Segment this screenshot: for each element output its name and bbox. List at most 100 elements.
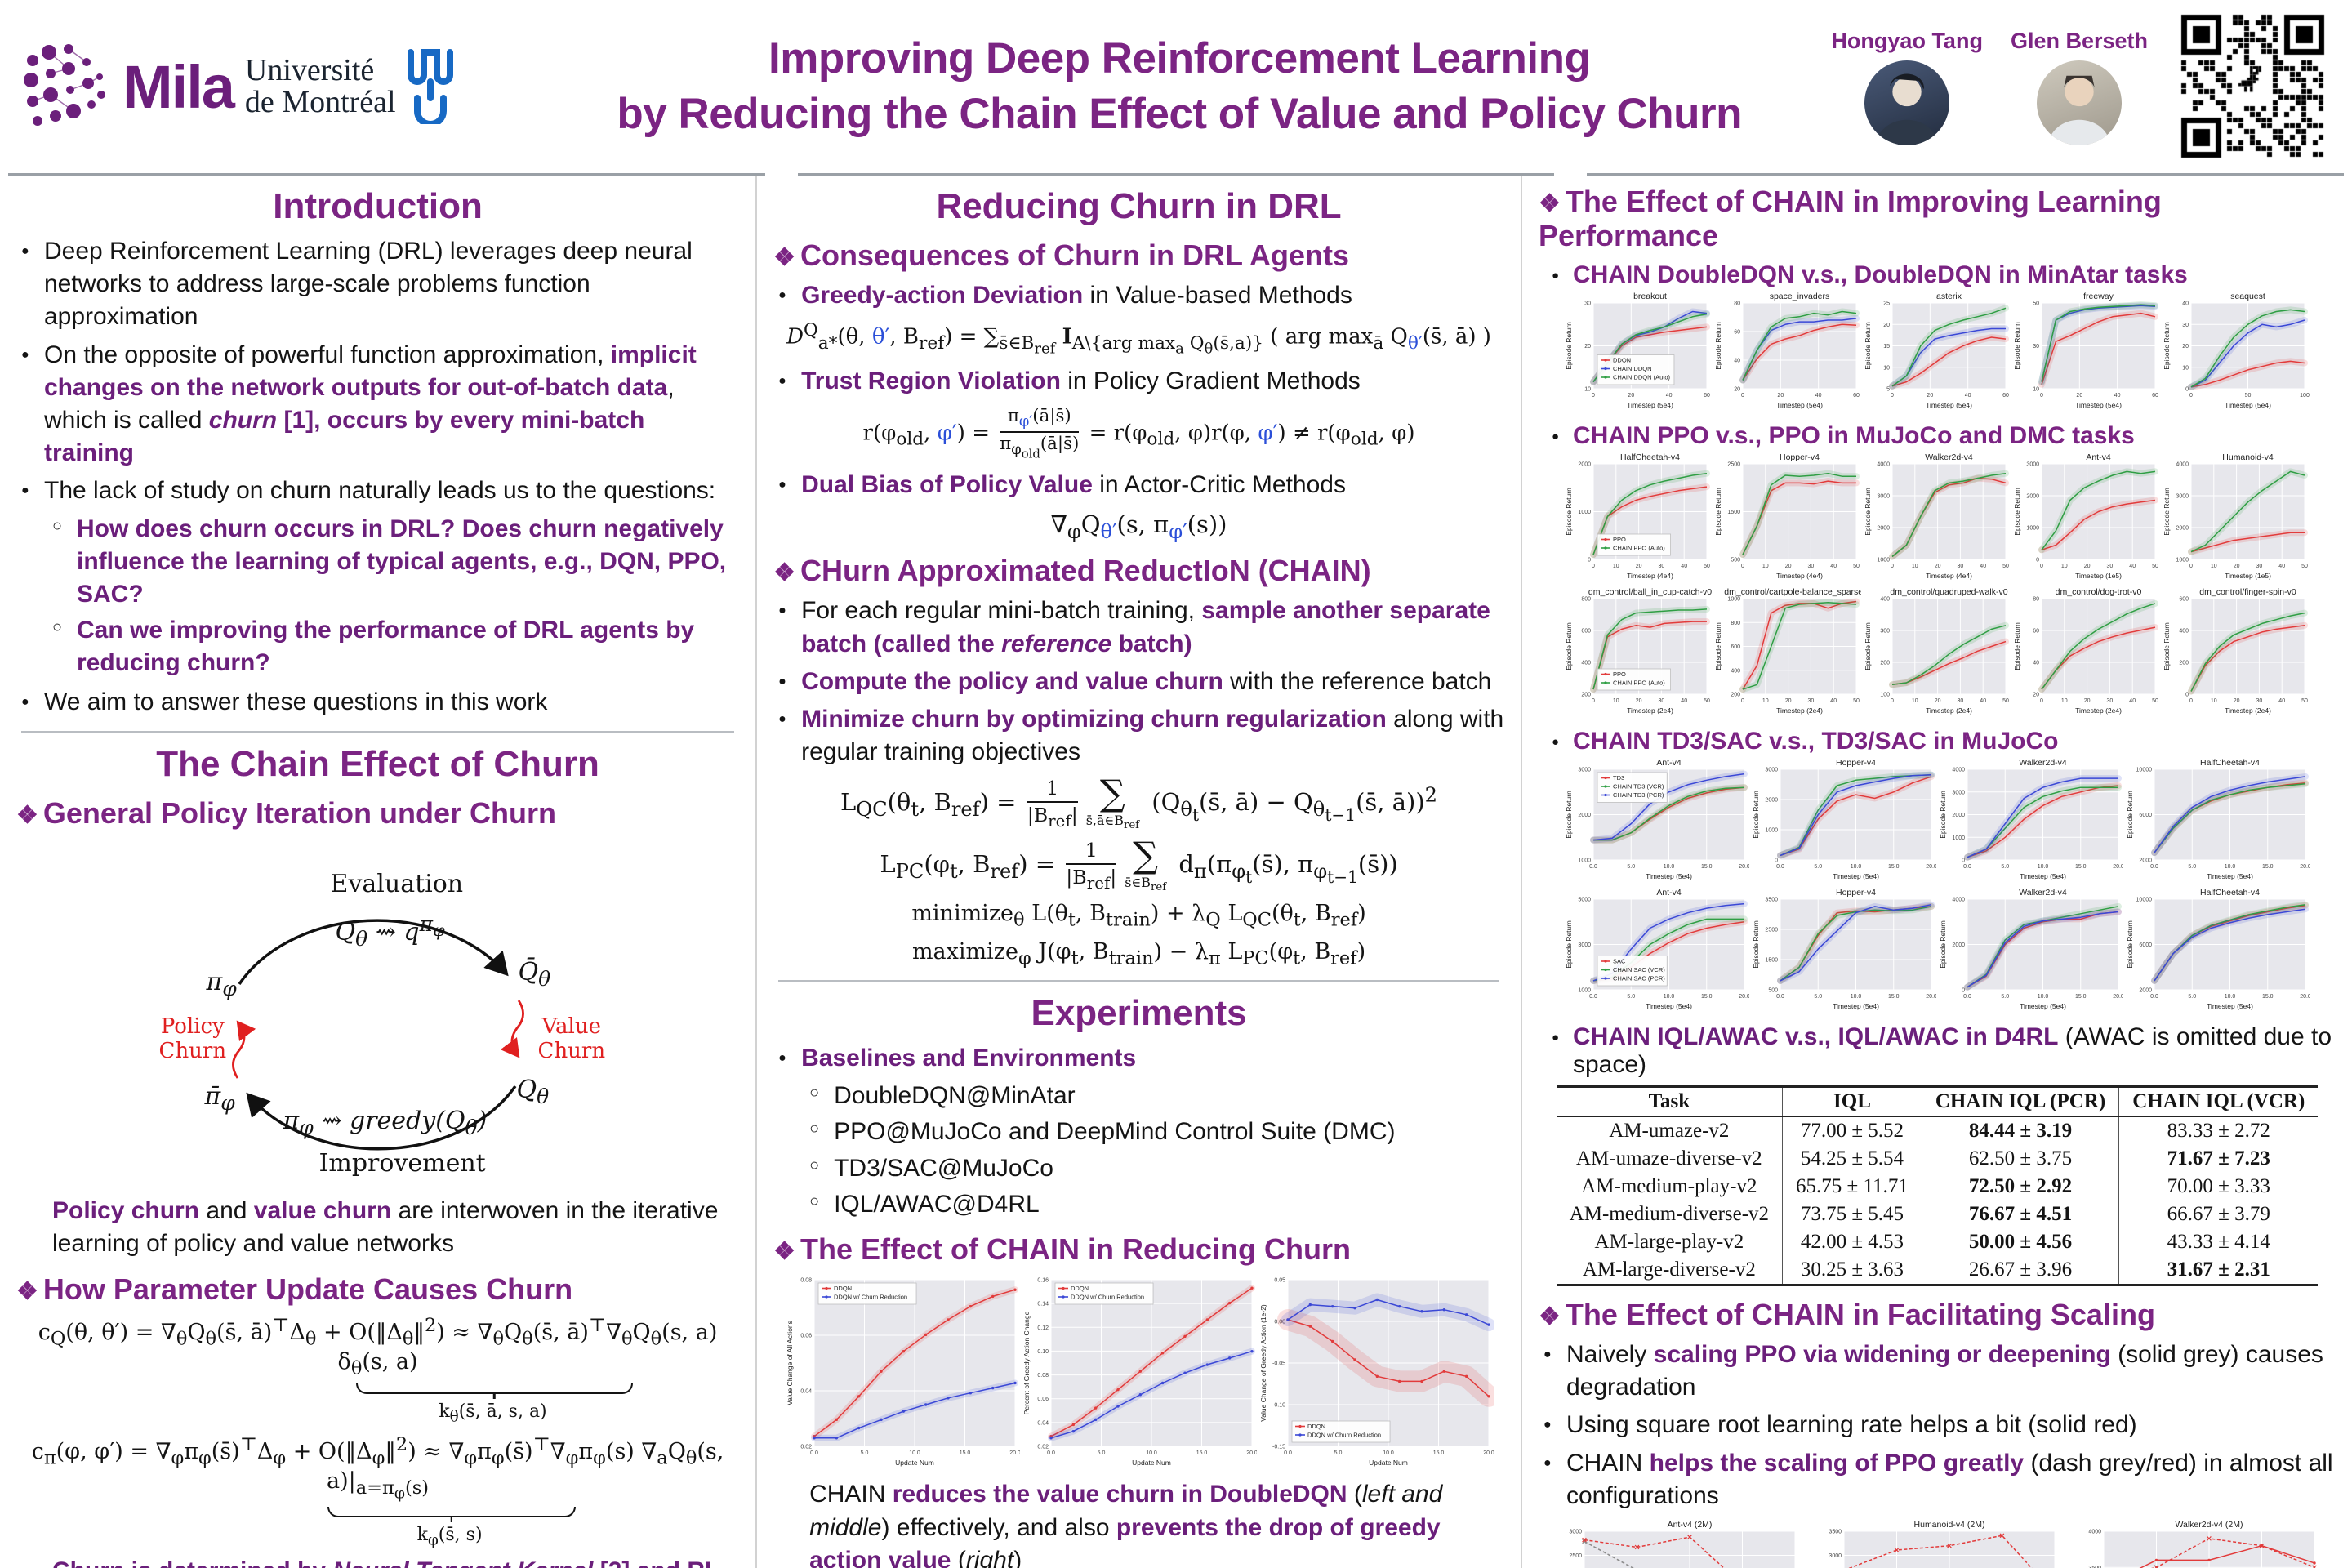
- chart-minatar-4: seaquest 0 10 20 30 40 0 50 100 Timestep (5e4) Epi…: [2162, 291, 2310, 414]
- svg-text:asterix: asterix: [1937, 292, 1963, 301]
- svg-text:20: 20: [1935, 564, 1941, 569]
- svg-text:40: 40: [1682, 698, 1688, 704]
- chart-scaling-1: Humanoid-v4 (2M)500100015002000250030003…: [1815, 1519, 2060, 1568]
- svg-text:400: 400: [1582, 661, 1592, 666]
- svg-text:Episode Return: Episode Return: [1714, 622, 1722, 670]
- gpi-improvement-label: Improvement: [318, 1148, 486, 1178]
- svg-text:2000: 2000: [2176, 526, 2189, 532]
- svg-text:10: 10: [1762, 698, 1769, 704]
- svg-text:10: 10: [2034, 387, 2040, 393]
- svg-text:4000: 4000: [1878, 462, 1891, 468]
- iql-row: AM-umaze-diverse-v2 54.25 ± 5.54 62.50 ± 3…: [1557, 1145, 2319, 1173]
- svg-text:40: 40: [2279, 698, 2286, 704]
- chart-ppo_mujoco-4: Humanoid-v4 1000 2000 3000 4000 0 10 20 30 40 50 Ti…: [2162, 452, 2310, 585]
- svg-text:10: 10: [1912, 698, 1918, 704]
- svg-text:Episode Return: Episode Return: [1939, 920, 1947, 969]
- svg-text:4000: 4000: [2176, 462, 2189, 468]
- eq-minimize: minimizeθ L(θt, Btrain) + λQ LQC(θt, Bre…: [911, 901, 1366, 931]
- svg-text:2500: 2500: [1569, 1553, 1582, 1559]
- svg-text:Hopper-v4: Hopper-v4: [1836, 888, 1876, 898]
- svg-text:10.0: 10.0: [1664, 864, 1675, 870]
- consequence-bullet-2: Trust Region Violation in Policy Gradien…: [778, 365, 1504, 398]
- svg-text:PPO: PPO: [1613, 536, 1626, 543]
- svg-text:60: 60: [1854, 393, 1860, 399]
- svg-text:CHAIN SAC (VCR): CHAIN SAC (VCR): [1613, 966, 1665, 973]
- underbrace-kphi: kφ(s̄, s): [327, 1507, 576, 1548]
- baselines-list: DoubleDQN@MinAtar PPO@MuJoCo and DeepMin…: [801, 1080, 1504, 1221]
- svg-text:Episode Return: Episode Return: [2163, 488, 2171, 536]
- svg-text:40: 40: [2130, 564, 2136, 569]
- iql-table: Task IQL CHAIN IQL (PCR) CHAIN IQL (VCR) AM-…: [1556, 1085, 2319, 1286]
- svg-text:15.0: 15.0: [1888, 864, 1900, 870]
- svg-text:3000: 3000: [2176, 494, 2189, 500]
- svg-text:Episode Return: Episode Return: [1565, 488, 1573, 536]
- svg-text:DDQN: DDQN: [834, 1285, 852, 1292]
- svg-text:1000: 1000: [1579, 510, 1592, 515]
- svg-text:500: 500: [1768, 988, 1778, 994]
- svg-text:5.0: 5.0: [2188, 864, 2196, 870]
- td3sac-bullet: CHAIN TD3/SAC v.s., TD3/SAC in MuJoCo: [1550, 728, 2336, 755]
- svg-text:40: 40: [1735, 359, 1741, 364]
- svg-text:5.0: 5.0: [1627, 864, 1635, 870]
- svg-text:Timestep (2e4): Timestep (2e4): [2076, 706, 2123, 715]
- svg-text:30: 30: [2034, 344, 2040, 350]
- authors: Hongyao Tang Glen Berseth: [1831, 29, 2148, 145]
- sac-charts: Ant-v4 1000 3000 5000 0.0 5.0 10.0 15.0 20.0 Time…: [1539, 887, 2336, 1015]
- svg-text:60: 60: [2034, 629, 2040, 635]
- svg-text:Episode Return: Episode Return: [1565, 322, 1573, 370]
- chart-ppo_dmc-1: dm_control/cartpole-balance_sparse-v0 200…: [1713, 586, 1875, 719]
- svg-text:DDQN w/ Churn Reduction: DDQN w/ Churn Reduction: [1307, 1432, 1381, 1439]
- diamond-icon: ❖: [16, 1277, 38, 1305]
- svg-text:20: 20: [2234, 564, 2240, 569]
- svg-text:Timestep (5e4): Timestep (5e4): [1833, 1002, 1879, 1010]
- baseline-1: DoubleDQN@MinAtar: [809, 1080, 1504, 1112]
- svg-text:2000: 2000: [1579, 462, 1592, 468]
- consequence-bullet-3: Dual Bias of Policy Value in Actor-Criti…: [778, 469, 1504, 501]
- ppo-bullet: CHAIN PPO v.s., PPO in MuJoCo and DMC ta…: [1550, 422, 2336, 450]
- title-line-2: by Reducing the Chain Effect of Value an…: [617, 90, 1743, 138]
- svg-text:-0.15: -0.15: [1272, 1445, 1285, 1450]
- svg-text:Episode Return: Episode Return: [2126, 920, 2134, 969]
- svg-text:10.0: 10.0: [1146, 1450, 1157, 1456]
- svg-text:1000: 1000: [1765, 828, 1778, 834]
- svg-text:Update Num: Update Num: [895, 1459, 934, 1467]
- svg-text:0.0: 0.0: [810, 1450, 818, 1456]
- svg-text:10.0: 10.0: [1851, 994, 1862, 1000]
- svg-text:5.0: 5.0: [2001, 864, 2009, 870]
- ddqn-churn-charts: 0.02 0.04 0.06 0.08 0.0 5.0 10.0 15.0 20.0 Update…: [773, 1273, 1504, 1472]
- svg-text:5.0: 5.0: [2001, 994, 2009, 1000]
- svg-text:15.0: 15.0: [1701, 864, 1713, 870]
- svg-text:800: 800: [1582, 597, 1592, 603]
- svg-text:0: 0: [1592, 393, 1596, 399]
- svg-text:10: 10: [2183, 365, 2189, 371]
- svg-text:5.0: 5.0: [1097, 1450, 1105, 1456]
- svg-text:0.0: 0.0: [1589, 994, 1597, 1000]
- svg-text:15.0: 15.0: [2075, 994, 2087, 1000]
- column-reducing-churn: Reducing Churn in DRL ❖ Consequences of C…: [755, 176, 1522, 1568]
- svg-text:Timestep (1e5): Timestep (1e5): [2225, 572, 2272, 580]
- svg-text:Episode Return: Episode Return: [1565, 622, 1573, 670]
- svg-text:Episode Return: Episode Return: [1714, 488, 1722, 536]
- svg-text:Humanoid-v4 (2M): Humanoid-v4 (2M): [1914, 1520, 1985, 1530]
- baseline-4: IQL/AWAC@D4RL: [809, 1188, 1504, 1221]
- author-1: Hongyao Tang: [1831, 29, 1983, 145]
- svg-text:400: 400: [1881, 597, 1891, 603]
- svg-text:-0.10: -0.10: [1272, 1403, 1285, 1409]
- svg-text:space_invaders: space_invaders: [1770, 292, 1830, 301]
- chart-ppo_mujoco-0: HalfCheetah-v4 0 1000 2000 0 10 20 30 40 50 Timest…: [1564, 452, 1712, 585]
- iql-bullet: CHAIN IQL/AWAC v.s., IQL/AWAC in D4RL (A…: [1550, 1023, 2336, 1079]
- svg-text:40: 40: [1965, 393, 1971, 399]
- svg-text:dm_control/finger-spin-v0: dm_control/finger-spin-v0: [2200, 587, 2297, 597]
- svg-text:0.06: 0.06: [800, 1334, 812, 1339]
- reducing-churn-heading: Reducing Churn in DRL: [936, 186, 1342, 226]
- svg-text:HalfCheetah-v4: HalfCheetah-v4: [1621, 452, 1681, 462]
- svg-text:0.08: 0.08: [800, 1278, 812, 1284]
- svg-text:0.10: 0.10: [1037, 1349, 1049, 1355]
- svg-text:200: 200: [1582, 693, 1592, 698]
- svg-text:15.0: 15.0: [1888, 994, 1900, 1000]
- author-2: Glen Berseth: [2011, 29, 2148, 145]
- chart-minatar-0: breakout 10 20 30 0 20 40 60 Timestep (5e4) Episo…: [1564, 291, 1712, 414]
- svg-text:Hopper-v4: Hopper-v4: [1836, 758, 1876, 768]
- td3-charts: Ant-v4 1000 2000 3000 0.0 5.0 10.0 15.0 20.0 Time…: [1539, 757, 2336, 885]
- gpi-diagram: Evaluation Qθ ⇝ qπφ πφ Q̄θ Policy Churn V…: [117, 837, 639, 1188]
